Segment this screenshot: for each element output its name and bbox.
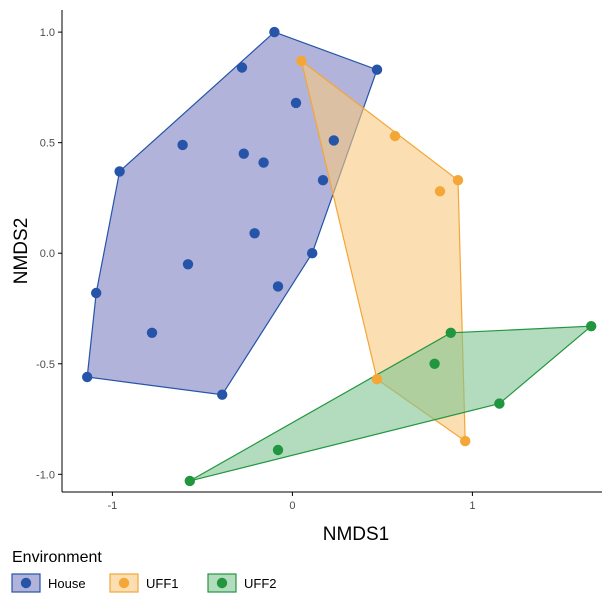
y-tick-label: -0.5 (36, 359, 55, 371)
house-point-2 (236, 62, 248, 73)
house-point-5 (328, 135, 339, 146)
x-tick-label: -1 (108, 500, 118, 512)
ticks-layer: -1 0 1 -1.0 -0.5 0.0 0.5 1.0 (36, 27, 475, 512)
house-point-8 (258, 157, 269, 168)
uff2-point-6 (184, 475, 195, 487)
house-point-11 (249, 228, 260, 239)
house-point-6 (177, 139, 188, 151)
legend-label-house: House (48, 576, 86, 591)
hulls-layer (86, 31, 593, 482)
y-tick-label: 1.0 (40, 27, 55, 39)
house-point-3 (371, 64, 383, 75)
legend-marker-uff2 (216, 577, 228, 589)
uff1-point-2 (389, 130, 401, 142)
y-axis-title: NMDS2 (11, 218, 32, 285)
uff1-point-5 (371, 374, 383, 385)
house-point-7 (238, 148, 249, 159)
points-layer (82, 26, 597, 487)
house-point-4 (290, 97, 302, 109)
legend: Environment House UFF1 UFF2 (11, 549, 277, 593)
y-tick-label: 0.5 (40, 138, 55, 150)
x-axis-title: NMDS1 (323, 524, 390, 545)
legend-label-uff1: UFF1 (146, 576, 179, 591)
legend-marker-uff1 (118, 577, 130, 589)
legend-label-uff2: UFF2 (244, 576, 277, 591)
x-tick-label: 0 (289, 500, 295, 512)
house-point-14 (272, 281, 284, 292)
legend-marker-house (20, 577, 32, 589)
house-point-12 (307, 248, 318, 259)
house-point-17 (82, 371, 93, 383)
uff2-point-3 (429, 358, 440, 369)
x-tick-label: 1 (469, 500, 475, 512)
house-point-13 (182, 259, 194, 270)
house-point-18 (217, 389, 228, 400)
uff2-point-5 (272, 444, 284, 456)
axes-layer (61, 10, 602, 493)
y-tick-label: -1.0 (36, 469, 55, 481)
y-tick-label: 0.0 (40, 248, 55, 260)
house-point-1 (269, 26, 280, 38)
uff2-point-4 (494, 398, 505, 409)
uff2-point-2 (586, 321, 597, 332)
house-hull (86, 31, 378, 396)
house-point-9 (114, 166, 125, 177)
uff2-point-1 (445, 327, 456, 338)
legend-title: Environment (12, 549, 102, 566)
house-point-15 (91, 287, 102, 299)
uff1-point-6 (460, 435, 471, 447)
house-point-16 (146, 327, 158, 338)
house-point-10 (317, 175, 329, 186)
uff1-point-4 (434, 186, 446, 197)
uff1-point-3 (452, 175, 464, 186)
uff1-point-1 (296, 55, 307, 67)
